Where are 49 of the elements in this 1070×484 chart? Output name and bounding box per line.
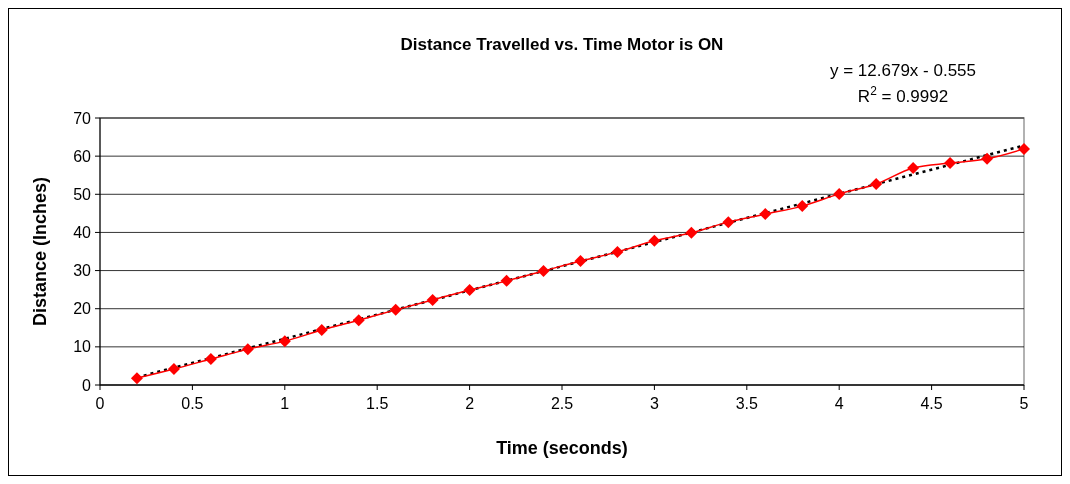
- x-axis-title: Time (seconds): [496, 438, 628, 458]
- point: [315, 324, 328, 337]
- point: [685, 226, 698, 239]
- point: [833, 187, 846, 200]
- point: [426, 293, 439, 306]
- point: [796, 200, 809, 213]
- x-tick-label: 2.5: [550, 395, 574, 412]
- text: y = 12.679x - 0.555: [829, 61, 977, 80]
- point: [352, 314, 365, 327]
- point: [611, 245, 624, 258]
- point: [167, 362, 180, 375]
- y-tick-label: 0: [82, 376, 92, 394]
- x-tick-label: 4.5: [920, 395, 943, 412]
- chart-title: Distance Travelled vs. Time Motor is ON: [400, 35, 724, 54]
- point: [870, 177, 883, 190]
- y-tick-label: 10: [73, 338, 92, 356]
- point: [722, 216, 735, 229]
- point: [907, 161, 920, 174]
- x-tick-label: 0: [95, 395, 105, 412]
- y-tick-label: 50: [73, 185, 92, 203]
- point: [981, 152, 994, 165]
- x-tick-label: 0.5: [181, 395, 204, 412]
- point: [463, 284, 476, 297]
- x-tick-label: 5: [1019, 395, 1029, 412]
- point: [537, 264, 550, 277]
- x-tick-label: 2: [465, 395, 475, 412]
- point: [241, 343, 254, 356]
- point: [648, 234, 661, 247]
- y-axis-title: Distance (Inches): [30, 176, 50, 327]
- point: [389, 303, 402, 316]
- y-tick-label: 40: [73, 224, 92, 242]
- point: [944, 157, 957, 170]
- point: [278, 335, 291, 348]
- point: [204, 353, 217, 366]
- y-tick-label: 60: [73, 147, 92, 165]
- x-tick-label: 3.5: [735, 395, 759, 412]
- x-tick-label: 4: [834, 395, 844, 412]
- text: R$^{2}$ = 0.9992: [857, 84, 949, 106]
- y-tick-label: 20: [73, 300, 92, 318]
- x-tick-label: 3: [649, 395, 659, 412]
- y-tick-label: 70: [73, 109, 92, 127]
- point: [759, 208, 772, 221]
- x-tick-label: 1: [280, 395, 290, 412]
- point: [1018, 142, 1030, 155]
- x-tick-label: 1.5: [366, 395, 389, 412]
- point: [500, 274, 513, 287]
- y-tick-label: 30: [73, 262, 92, 280]
- point: [574, 255, 587, 268]
- point: [130, 372, 143, 385]
